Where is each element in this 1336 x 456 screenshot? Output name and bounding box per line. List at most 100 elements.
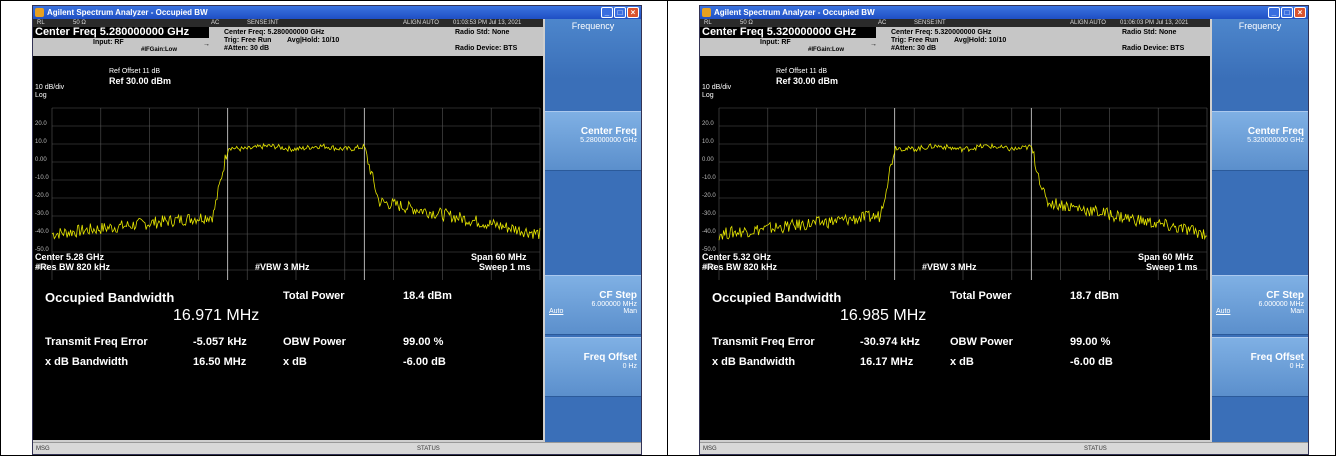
title-bar: Agilent Spectrum Analyzer - Occupied BW … <box>700 6 1308 19</box>
man-option[interactable]: Man <box>1290 308 1304 315</box>
ifgain-label: #IFGain:Low <box>141 47 177 53</box>
spectrum-display: Ref Offset 11 dB 10 dB/div Ref 30.00 dBm… <box>700 56 1210 289</box>
total-power-label: Total Power <box>950 290 1012 302</box>
softkey-panel: Frequency Center Freq 5.280000000 GHz CF… <box>545 19 641 442</box>
y-tick-label: 20.0 <box>702 121 714 127</box>
scale-label: 10 dB/div <box>702 84 732 91</box>
y-tick-label: -20.0 <box>702 193 716 199</box>
title-bar: Agilent Spectrum Analyzer - Occupied BW … <box>33 6 641 19</box>
center-label: Center 5.28 GHz <box>35 252 105 262</box>
scale-label: 10 dB/div <box>35 84 65 91</box>
span-label: Span 60 MHz <box>1138 252 1194 262</box>
sense-label: SENSE:INT <box>247 20 279 26</box>
ref-level: Ref 30.00 dBm <box>109 76 172 86</box>
close-icon[interactable]: × <box>1294 7 1306 18</box>
results-panel: Occupied Bandwidth 16.971 MHz Total Powe… <box>33 280 543 440</box>
y-tick-label: -10.0 <box>702 175 716 181</box>
softkey-label: CF Step <box>599 290 637 301</box>
rl-label: RL <box>37 20 45 26</box>
softkey-value: 0 Hz <box>1289 363 1304 370</box>
radio-std-label: Radio Std: None <box>455 29 510 36</box>
align-label: ALIGN AUTO <box>1070 20 1106 26</box>
y-tick-label: -20.0 <box>35 193 49 199</box>
obw-power-label: OBW Power <box>283 336 346 348</box>
window-title: Agilent Spectrum Analyzer - Occupied BW <box>714 8 875 17</box>
res-bw-label: #Res BW 820 kHz <box>702 262 778 272</box>
vbw-label: #VBW 3 MHz <box>922 262 977 272</box>
arrow-icon: → <box>870 41 877 48</box>
settings-header: RL 50 Ω AC SENSE:INT ALIGN AUTO 01:03:53… <box>33 19 543 56</box>
menu-title-text: Frequency <box>571 21 615 31</box>
xdb-label: x dB <box>950 356 974 368</box>
sweep-label: Sweep 1 ms <box>479 262 531 272</box>
softkey-value: 6.000000 MHz <box>1258 301 1304 308</box>
y-tick-label: -30.0 <box>702 211 716 217</box>
y-tick-label: -60.0 <box>702 265 716 271</box>
y-tick-label: -30.0 <box>35 211 49 217</box>
ifgain-label: #IFGain:Low <box>808 47 844 53</box>
auto-option[interactable]: Auto <box>1216 308 1231 315</box>
total-power-value: 18.7 dBm <box>1070 290 1119 302</box>
input-label: Input: RF <box>760 39 791 46</box>
minimize-icon[interactable]: _ <box>1268 7 1280 18</box>
occupied-bw-value: 16.985 MHz <box>840 307 927 324</box>
status-strip: RL 50 Ω AC SENSE:INT ALIGN AUTO 01:06:03… <box>700 19 1210 27</box>
right-panel: Agilent Spectrum Analyzer - Occupied BW … <box>668 0 1336 456</box>
app-icon <box>702 8 711 17</box>
impedance-label: 50 Ω <box>73 20 86 26</box>
timestamp: 01:06:03 PM Jul 13, 2021 <box>1120 20 1189 26</box>
timestamp: 01:03:53 PM Jul 13, 2021 <box>453 20 522 26</box>
results-panel: Occupied Bandwidth 16.985 MHz Total Powe… <box>700 280 1210 440</box>
menu-title-text: Frequency <box>1238 21 1282 31</box>
y-tick-label: 20.0 <box>35 121 47 127</box>
status-label: STATUS <box>1084 446 1107 452</box>
obw-power-label: OBW Power <box>950 336 1013 348</box>
softkey-label: Center Freq <box>1247 126 1304 137</box>
center-label: Center 5.32 GHz <box>702 252 772 262</box>
auto-option[interactable]: Auto <box>549 308 564 315</box>
xdb-bandwidth-value: 16.50 MHz <box>193 356 247 368</box>
occupied-bw-label: Occupied Bandwidth <box>45 290 175 305</box>
transmit-freq-error-label: Transmit Freq Error <box>45 336 148 348</box>
softkey-value: 5.320000000 GHz <box>1247 137 1304 144</box>
obw-power-value: 99.00 % <box>403 336 444 348</box>
ac-label: AC <box>211 20 220 26</box>
y-tick-label: 0.00 <box>702 157 714 163</box>
center-freq-info: Center Freq: 5.320000000 GHz <box>891 29 992 36</box>
status-bar: MSG STATUS <box>700 442 1308 454</box>
minimize-icon[interactable]: _ <box>601 7 613 18</box>
spectrum-plot: 20.0 10.0 0.00 -10.0 -20.0 -30.0 -40.0 -50.0 -60… <box>35 107 541 289</box>
y-tick-label: -40.0 <box>35 229 49 235</box>
arrow-icon: → <box>203 41 210 48</box>
sweep-label: Sweep 1 ms <box>1146 262 1198 272</box>
cf-step-softkey[interactable]: CF Step 6.000000 MHz Auto Man <box>545 275 641 335</box>
center-freq-softkey[interactable]: Center Freq 5.320000000 GHz <box>1212 111 1308 171</box>
vbw-label: #VBW 3 MHz <box>255 262 310 272</box>
spectrum-display: Ref Offset 11 dB 10 dB/div Ref 30.00 dBm… <box>33 56 543 289</box>
y-tick-label: -50.0 <box>35 247 49 253</box>
rl-label: RL <box>704 20 712 26</box>
msg-label: MSG <box>36 446 50 452</box>
freq-offset-softkey[interactable]: Freq Offset 0 Hz <box>545 337 641 397</box>
input-label: Input: RF <box>93 39 124 46</box>
center-freq-title: Center Freq 5.320000000 GHz <box>700 27 876 38</box>
maximize-icon[interactable]: □ <box>614 7 626 18</box>
obw-power-value: 99.00 % <box>1070 336 1111 348</box>
occupied-bw-value: 16.971 MHz <box>173 307 260 324</box>
radio-device-label: Radio Device: BTS <box>455 45 518 52</box>
maximize-icon[interactable]: □ <box>1281 7 1293 18</box>
transmit-freq-error-label: Transmit Freq Error <box>712 336 815 348</box>
xdb-bandwidth-value: 16.17 MHz <box>860 356 914 368</box>
softkey-label: Freq Offset <box>1250 352 1304 363</box>
softkey-label: CF Step <box>1266 290 1304 301</box>
close-icon[interactable]: × <box>627 7 639 18</box>
center-freq-softkey[interactable]: Center Freq 5.280000000 GHz <box>545 111 641 171</box>
cf-step-softkey[interactable]: CF Step 6.000000 MHz Auto Man <box>1212 275 1308 335</box>
softkey-value: 6.000000 MHz <box>591 301 637 308</box>
man-option[interactable]: Man <box>623 308 637 315</box>
y-tick-label: 10.0 <box>35 139 47 145</box>
freq-offset-softkey[interactable]: Freq Offset 0 Hz <box>1212 337 1308 397</box>
spectrum-plot: 20.0 10.0 0.00 -10.0 -20.0 -30.0 -40.0 -50.0 -60… <box>702 107 1208 289</box>
y-tick-label: -10.0 <box>35 175 49 181</box>
menu-title: Frequency <box>545 19 641 79</box>
